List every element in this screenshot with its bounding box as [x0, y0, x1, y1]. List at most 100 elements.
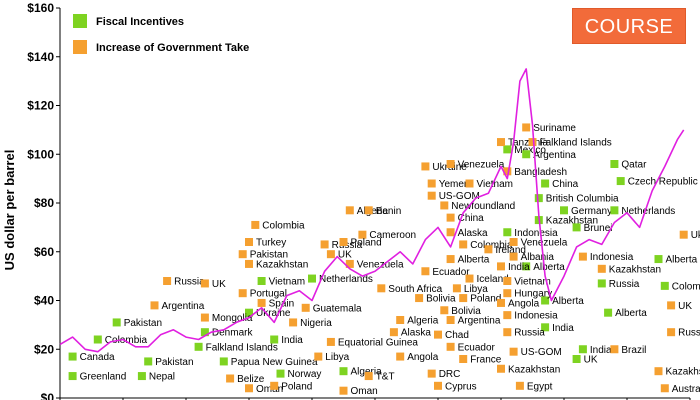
government-take-marker [610, 345, 619, 354]
y-tick-label: $40 [34, 294, 54, 308]
legend-label: Increase of Government Take [96, 42, 249, 54]
fiscal-incentive-marker [541, 179, 550, 188]
fiscal-incentive-marker [112, 318, 121, 327]
government-take-marker [415, 294, 424, 303]
government-take-marker [434, 330, 442, 339]
government-take-label: Portugal [250, 289, 287, 300]
government-take-label: Chad [445, 330, 469, 341]
government-take-label: Vietnam [477, 179, 514, 190]
fiscal-incentive-marker [522, 262, 531, 271]
fiscal-incentive-label: India [281, 335, 303, 346]
government-take-marker [270, 381, 279, 390]
fiscal-incentive-label: Indonesia [514, 228, 558, 239]
fiscal-incentive-marker [68, 352, 77, 361]
government-take-marker [578, 252, 587, 261]
government-take-label: Brazil [621, 345, 646, 356]
government-take-marker [459, 240, 468, 249]
government-take-marker [245, 384, 253, 393]
government-take-label: Algeria [407, 316, 439, 327]
fiscal-incentive-marker [200, 328, 209, 337]
government-take-label: Spain [269, 298, 295, 309]
government-take-marker [358, 230, 367, 239]
fiscal-incentive-marker [339, 367, 348, 376]
fiscal-incentive-label: Qatar [621, 160, 647, 171]
price-line [59, 68, 685, 353]
legend-swatch [73, 40, 87, 54]
government-take-marker [497, 298, 505, 307]
government-take-marker [257, 298, 266, 307]
government-take-label: Indonesia [590, 252, 634, 263]
government-take-label: South Africa [388, 284, 442, 295]
fiscal-incentive-marker [522, 150, 531, 159]
government-take-label: Iceland [477, 274, 509, 285]
government-take-label: Russia [174, 277, 205, 288]
government-take-label: Argentina [458, 316, 501, 327]
government-take-label: DRC [439, 369, 461, 380]
government-take-label: Ecuador [458, 342, 496, 353]
fiscal-incentive-label: Nepal [149, 372, 175, 383]
government-take-marker [440, 306, 449, 315]
government-take-marker [364, 372, 373, 381]
y-axis-label: US dollar per barrel [2, 150, 17, 271]
fiscal-incentive-label: British Columbia [546, 194, 619, 205]
government-take-label: China [458, 213, 485, 224]
government-take-marker [320, 240, 329, 249]
fiscal-incentive-label: India [590, 345, 612, 356]
fiscal-incentive-marker [137, 372, 146, 381]
government-take-marker [314, 352, 323, 361]
government-take-label: Russia [678, 328, 700, 339]
government-take-label: Oman [256, 384, 283, 395]
fiscal-incentive-marker [604, 308, 613, 317]
fiscal-incentive-label: Alberta [533, 262, 565, 273]
government-take-label: Alaska [458, 228, 488, 239]
fiscal-incentive-label: Falkland Islands [206, 342, 278, 353]
government-take-marker [509, 347, 518, 356]
government-take-marker [200, 313, 209, 322]
legend-label: Fiscal Incentives [96, 16, 184, 28]
fiscal-incentive-marker [219, 357, 228, 366]
fiscal-incentive-label: Mexico [514, 145, 546, 156]
government-take-marker [446, 160, 455, 168]
government-take-marker [377, 284, 386, 293]
y-tick-label: $60 [34, 245, 54, 259]
fiscal-incentive-label: Germany [571, 206, 612, 217]
government-take-marker [660, 384, 669, 393]
government-take-marker [434, 381, 442, 390]
fiscal-incentive-marker [610, 160, 619, 168]
government-take-label: Suriname [533, 123, 576, 134]
government-take-marker [446, 316, 455, 324]
government-take-label: Guatemala [313, 303, 362, 314]
government-take-label: Newfoundland [451, 201, 515, 212]
government-take-label: Turkey [256, 238, 286, 249]
fiscal-incentive-marker [68, 372, 77, 381]
y-tick-label: $80 [34, 196, 54, 210]
fiscal-incentive-marker [257, 277, 266, 285]
fiscal-incentive-marker [541, 296, 550, 305]
government-take-label: Pakistan [250, 250, 288, 261]
government-take-marker [654, 367, 663, 376]
y-tick-label: $20 [34, 342, 54, 356]
government-take-marker [339, 386, 348, 395]
fiscal-incentive-label: Denmark [212, 328, 254, 339]
government-take-marker [251, 220, 260, 229]
fiscal-incentive-label: Ukraine [256, 308, 291, 319]
fiscal-incentive-label: Norway [288, 369, 322, 380]
government-take-marker [289, 318, 298, 327]
government-take-marker [421, 162, 430, 171]
fiscal-incentive-marker [308, 274, 316, 283]
fiscal-incentive-marker [572, 355, 581, 363]
government-take-marker [245, 259, 253, 268]
government-take-marker [226, 374, 235, 383]
government-take-marker [446, 213, 455, 222]
government-take-marker [150, 301, 159, 310]
government-take-label: Oman [351, 386, 378, 397]
fiscal-incentive-marker [654, 255, 663, 264]
fiscal-incentive-label: Brunei [584, 223, 613, 234]
government-take-marker [427, 179, 436, 188]
government-take-marker [326, 337, 335, 346]
government-take-marker [503, 167, 512, 176]
government-take-label: US-GOM [521, 347, 562, 358]
government-take-marker [163, 277, 172, 285]
fiscal-incentive-label: Alberta [552, 296, 584, 307]
fiscal-incentive-marker [194, 342, 203, 351]
